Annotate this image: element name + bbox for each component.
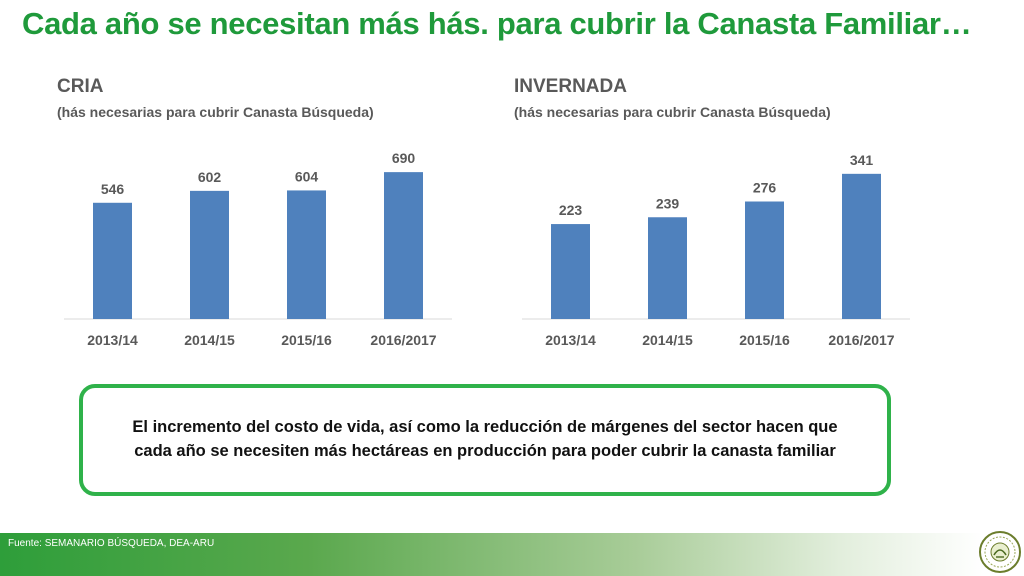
x-tick-label: 2014/15 (642, 332, 693, 348)
x-tick-label: 2013/14 (545, 332, 596, 348)
callout-text: El incremento del costo de vida, así com… (132, 418, 838, 460)
data-label: 223 (559, 202, 583, 218)
x-tick-label: 2015/16 (281, 332, 332, 348)
bar (384, 172, 423, 319)
data-label: 276 (753, 180, 777, 196)
cria-bar-chart: 546 2013/14 602 2014/15 604 2015/16 690 2016/20… (64, 150, 452, 348)
bar (842, 173, 881, 319)
invernada-bar-chart: 223 2013/14 239 2014/15 276 2015/16 341 2016/20… (522, 152, 910, 348)
association-seal-icon (979, 531, 1021, 573)
data-label: 604 (295, 168, 319, 184)
bar (93, 202, 132, 319)
invernada-chart-subtitle: (hás necesarias para cubrir Canasta Búsq… (514, 104, 831, 120)
slide-title: Cada año se necesitan más hás. para cubr… (22, 6, 972, 41)
data-label: 602 (198, 169, 222, 185)
cria-chart-title: CRIA (57, 76, 104, 97)
data-label: 546 (101, 181, 125, 197)
x-tick-label: 2015/16 (739, 332, 790, 348)
x-tick-label: 2016/2017 (828, 332, 894, 348)
bar (287, 190, 326, 319)
data-label: 690 (392, 150, 416, 166)
invernada-chart-title: INVERNADA (514, 76, 627, 97)
summary-callout: El incremento del costo de vida, así com… (79, 384, 891, 496)
footer-band (0, 533, 1024, 576)
footer-source: Fuente: SEMANARIO BÚSQUEDA, DEA-ARU (8, 538, 215, 549)
bar (190, 190, 229, 319)
x-tick-label: 2014/15 (184, 332, 235, 348)
x-tick-label: 2016/2017 (370, 332, 436, 348)
bar (648, 217, 687, 319)
x-tick-label: 2013/14 (87, 332, 138, 348)
bar (551, 224, 590, 319)
data-label: 341 (850, 152, 874, 168)
data-label: 239 (656, 195, 680, 211)
cria-chart-subtitle: (hás necesarias para cubrir Canasta Búsq… (57, 104, 374, 120)
bar (745, 201, 784, 319)
